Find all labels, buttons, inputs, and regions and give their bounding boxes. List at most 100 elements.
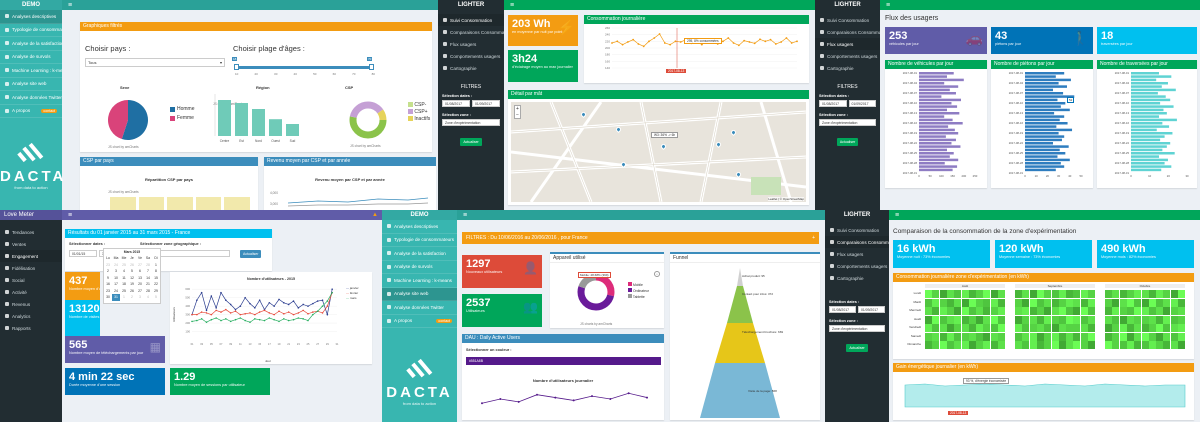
calendar-day[interactable]: 4 bbox=[147, 295, 149, 299]
calendar-day[interactable]: 30 bbox=[106, 295, 110, 299]
sidebar-item[interactable]: Suivi Consommation bbox=[825, 224, 889, 236]
calendar-day[interactable]: 16 bbox=[106, 282, 110, 286]
zone-select[interactable]: Zone d'expérimentation bbox=[829, 325, 885, 332]
refresh-button[interactable]: Actualiser bbox=[460, 138, 482, 146]
sidebar-item[interactable]: Flux usagers bbox=[815, 38, 880, 50]
sidebar-item[interactable]: A propos contact bbox=[382, 315, 457, 328]
sidebar-item[interactable]: Flux usagers bbox=[438, 38, 504, 50]
calendar-day[interactable]: 5 bbox=[155, 295, 157, 299]
calendar-day[interactable]: 26 bbox=[130, 288, 134, 293]
calendar-day[interactable]: 17 bbox=[114, 282, 118, 286]
sidebar-item[interactable]: Analyse site web bbox=[0, 78, 62, 91]
date-to-input[interactable]: 01/09/2017 bbox=[848, 100, 876, 107]
sidebar-item[interactable]: Ventes bbox=[0, 238, 62, 250]
menu-toggle-icon[interactable]: ≡ bbox=[886, 1, 891, 9]
date-from-input[interactable]: 01/08/2017 bbox=[819, 100, 847, 107]
sidebar-item[interactable]: Comparaisons Consommation bbox=[815, 26, 880, 38]
contact-badge[interactable]: contact bbox=[41, 108, 57, 113]
sidebar-item[interactable]: Typologie de consommateurs bbox=[0, 24, 62, 37]
sidebar-item[interactable]: Cartographie bbox=[815, 62, 880, 74]
calendar-day[interactable]: 25 bbox=[122, 262, 126, 267]
date-to-input[interactable]: 01/09/2017 bbox=[858, 306, 885, 313]
sidebar-item[interactable]: Cartographie bbox=[825, 272, 889, 284]
age-min-handle[interactable] bbox=[234, 64, 239, 70]
sidebar-item[interactable]: Fidélisation bbox=[0, 262, 62, 274]
calendar-day[interactable]: 31 bbox=[112, 294, 120, 301]
sidebar-item[interactable]: Analytics bbox=[0, 310, 62, 322]
menu-toggle-icon[interactable]: ≡ bbox=[68, 1, 73, 9]
refresh-button[interactable]: Actualiser bbox=[836, 138, 859, 146]
sidebar-item[interactable]: Analyse de survols bbox=[382, 261, 457, 274]
calendar-day[interactable]: 27 bbox=[138, 262, 142, 267]
refresh-button[interactable]: Actualiser bbox=[846, 344, 868, 352]
zone-select[interactable]: Zone d'expérimentation bbox=[819, 119, 876, 126]
calendar-day[interactable]: 1 bbox=[123, 295, 125, 299]
sidebar-item[interactable]: Flux usagers bbox=[825, 248, 889, 260]
calendar-day[interactable]: 1 bbox=[155, 262, 157, 267]
calendar-day[interactable]: 11 bbox=[122, 275, 126, 280]
menu-toggle-icon[interactable]: ≡ bbox=[510, 1, 515, 9]
sidebar-item[interactable]: Tendances bbox=[0, 226, 62, 238]
calendar-day[interactable]: 2 bbox=[131, 295, 133, 299]
sidebar-item[interactable]: Analyse données Twitter bbox=[382, 301, 457, 315]
sidebar-item[interactable]: Revenus bbox=[0, 298, 62, 310]
download-icon[interactable]: ↓ bbox=[654, 271, 660, 277]
calendar-day[interactable]: 27 bbox=[138, 288, 142, 293]
calendar-day[interactable]: 2 bbox=[107, 269, 109, 273]
calendar-day[interactable]: 13 bbox=[138, 275, 142, 280]
sidebar-item[interactable]: Analyse site web bbox=[382, 287, 457, 301]
date-picker[interactable]: Mars 2015 Lu Ma Me Je Ve Sa Di 23 24 25 26 27 28 1 2 3 4… bbox=[103, 248, 161, 304]
calendar-day[interactable]: 24 bbox=[114, 262, 118, 267]
sidebar-item[interactable]: Typologie de consommateurs bbox=[382, 234, 457, 247]
sidebar-item[interactable]: Activité bbox=[0, 286, 62, 298]
refresh-button[interactable]: Actualiser bbox=[240, 250, 262, 258]
sidebar-item[interactable]: Comparaisons Consommation bbox=[825, 236, 889, 248]
calendar-day[interactable]: 18 bbox=[122, 282, 126, 286]
calendar-day[interactable]: 20 bbox=[138, 282, 142, 286]
calendar-day[interactable]: 25 bbox=[122, 288, 126, 293]
sidebar-item[interactable]: Analyse de la satisfaction bbox=[382, 247, 457, 261]
sidebar-item[interactable]: Social bbox=[0, 274, 62, 286]
sidebar-item[interactable]: Suivi Consommation bbox=[438, 14, 504, 26]
calendar-day[interactable]: 23 bbox=[106, 262, 110, 267]
calendar-day[interactable]: 24 bbox=[114, 288, 118, 293]
calendar-day[interactable]: 3 bbox=[115, 269, 117, 273]
zoom-control[interactable]: + − bbox=[514, 105, 521, 119]
sidebar-item[interactable]: Analyse données Twitter bbox=[0, 91, 62, 105]
calendar-day[interactable]: 26 bbox=[130, 262, 134, 267]
age-max-handle[interactable] bbox=[369, 64, 374, 70]
plus-icon[interactable]: + bbox=[812, 235, 815, 241]
calendar-day[interactable]: 19 bbox=[130, 282, 134, 286]
calendar-day[interactable]: 14 bbox=[146, 275, 150, 280]
calendar-day[interactable]: 15 bbox=[154, 275, 158, 280]
calendar-day[interactable]: 21 bbox=[146, 282, 150, 286]
sidebar-item[interactable]: Comportements usagers bbox=[825, 260, 889, 272]
calendar-day[interactable]: 22 bbox=[154, 282, 158, 286]
calendar-day[interactable]: 12 bbox=[130, 275, 134, 280]
calendar-day[interactable]: 29 bbox=[154, 288, 158, 293]
sidebar-item[interactable]: Analyses descriptives bbox=[0, 10, 62, 24]
country-select[interactable]: Tous ▾ bbox=[85, 58, 225, 67]
sidebar-item[interactable]: Suivi Consommation bbox=[815, 14, 880, 26]
sidebar-item[interactable]: Analyse de survols bbox=[0, 51, 62, 64]
menu-toggle-icon[interactable]: ≡ bbox=[463, 211, 468, 219]
sidebar-item[interactable]: Comportements usagers bbox=[815, 50, 880, 62]
calendar-day[interactable]: 4 bbox=[123, 269, 125, 273]
calendar-day[interactable]: 28 bbox=[146, 288, 150, 293]
menu-toggle-icon[interactable]: ≡ bbox=[895, 211, 900, 219]
alert-icon[interactable]: ▲ bbox=[372, 212, 378, 218]
sidebar-item[interactable]: A propos contact bbox=[0, 105, 62, 118]
calendar-day[interactable]: 9 bbox=[107, 275, 109, 280]
calendar-day[interactable]: 7 bbox=[147, 269, 149, 273]
menu-toggle-icon[interactable]: ≡ bbox=[68, 211, 73, 219]
color-select[interactable]: #551A8B bbox=[466, 357, 661, 365]
calendar-day[interactable]: 23 bbox=[106, 288, 110, 293]
contact-badge[interactable]: contact bbox=[436, 318, 452, 323]
sidebar-item[interactable]: Machine Learning : k-means bbox=[0, 64, 62, 78]
calendar-day[interactable]: 5 bbox=[131, 269, 133, 273]
street-map[interactable]: W3: 36% -> 6h Leaflet | © OpenStreetMap … bbox=[511, 102, 806, 202]
sidebar-item[interactable]: Rapports bbox=[0, 322, 62, 334]
age-range-slider[interactable] bbox=[237, 66, 372, 69]
date-from-input[interactable]: 01/01/15 bbox=[69, 250, 97, 257]
date-from-input[interactable]: 01/08/2017 bbox=[442, 100, 470, 107]
